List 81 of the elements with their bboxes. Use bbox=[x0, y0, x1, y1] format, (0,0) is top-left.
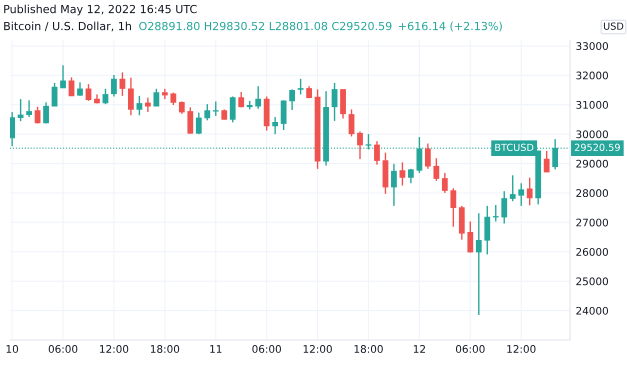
candlestick bbox=[289, 88, 296, 111]
x-tick-label: 06:00 bbox=[456, 345, 485, 353]
candlestick bbox=[433, 158, 440, 182]
text: USD bbox=[604, 22, 624, 30]
candlestick bbox=[391, 163, 397, 207]
y-tick-label: 33000 bbox=[576, 42, 608, 50]
y-tick-label: 25000 bbox=[576, 277, 608, 286]
candlestick bbox=[204, 103, 210, 121]
candlestick bbox=[162, 88, 168, 100]
x-tick-label: 10 bbox=[6, 345, 18, 353]
candlestick bbox=[424, 142, 431, 170]
candlestick bbox=[52, 82, 58, 107]
candlestick bbox=[196, 112, 202, 135]
candlestick bbox=[120, 72, 126, 97]
y-tick-label: 29000 bbox=[576, 160, 608, 168]
candlestick bbox=[77, 82, 83, 97]
candlestick bbox=[60, 64, 66, 89]
text: O28891.80 H29830.52 L28801.08 C29520.59 bbox=[139, 22, 392, 30]
candlestick bbox=[442, 172, 448, 194]
candlestick bbox=[400, 162, 406, 186]
text: 29520.59 bbox=[574, 144, 620, 152]
y-tick-label: 26000 bbox=[576, 248, 608, 256]
x-tick-label: 12 bbox=[414, 345, 425, 353]
candlestick bbox=[348, 108, 354, 138]
candlestick bbox=[298, 78, 304, 96]
candlestick bbox=[178, 100, 185, 115]
candlestick bbox=[450, 188, 456, 228]
candlestick bbox=[144, 96, 151, 113]
y-tick-label: 28000 bbox=[576, 189, 608, 198]
candlestick bbox=[136, 95, 142, 116]
candlestick bbox=[128, 76, 134, 116]
candlestick bbox=[357, 130, 363, 160]
candlestick bbox=[306, 85, 312, 99]
candlestick bbox=[332, 82, 338, 122]
candlestick bbox=[238, 91, 244, 108]
y-tick-label: 31000 bbox=[576, 100, 608, 109]
candlestick bbox=[526, 176, 533, 206]
candlestick bbox=[272, 116, 278, 135]
y-tick-label: 27000 bbox=[576, 218, 608, 226]
candlestick bbox=[544, 150, 550, 173]
candlestick bbox=[212, 100, 219, 117]
candlestick bbox=[408, 168, 414, 184]
candlestick bbox=[43, 102, 49, 124]
candlestick bbox=[153, 88, 160, 107]
candlestick bbox=[86, 83, 92, 102]
candlestick bbox=[26, 100, 32, 118]
y-tick-label: 32000 bbox=[576, 72, 608, 80]
chart-title: Published May 12, 2022 16:45 UTC bbox=[4, 4, 197, 16]
candlestick bbox=[280, 100, 287, 131]
candlestick bbox=[18, 98, 24, 122]
candlestick bbox=[518, 182, 524, 207]
candlestick bbox=[467, 220, 474, 254]
x-tick-label: 06:00 bbox=[252, 345, 281, 353]
candlestick bbox=[170, 92, 176, 106]
x-tick-label: 12:00 bbox=[304, 345, 332, 353]
text: +616.14 (+2.13%) bbox=[398, 22, 502, 32]
chart-subtitle: Bitcoin / U.S. Dollar, 1h bbox=[4, 22, 131, 32]
y-tick-label: 24000 bbox=[576, 306, 608, 315]
y-tick-label: 30000 bbox=[576, 130, 608, 138]
x-tick-label: 18:00 bbox=[354, 345, 383, 353]
candlestick bbox=[255, 85, 262, 110]
candlestick bbox=[68, 76, 74, 97]
x-tick-label: 12:00 bbox=[100, 345, 128, 353]
candlestick bbox=[187, 106, 194, 135]
x-tick-label: 12:00 bbox=[507, 345, 536, 353]
candlestick bbox=[102, 88, 108, 105]
ref-line-label: BTCUSD bbox=[495, 144, 534, 152]
candlestick bbox=[501, 190, 508, 224]
candlestick bbox=[374, 140, 380, 166]
candlestick bbox=[111, 74, 117, 98]
x-tick-label: 11 bbox=[210, 345, 222, 353]
candlestick bbox=[484, 205, 490, 256]
candlestick bbox=[221, 108, 228, 120]
candlestick bbox=[492, 204, 499, 222]
x-tick-label: 06:00 bbox=[48, 345, 78, 353]
candlestick bbox=[230, 96, 236, 124]
candlestick bbox=[476, 212, 482, 316]
x-tick-label: 18:00 bbox=[150, 345, 180, 353]
candlestick bbox=[34, 106, 40, 124]
candlestick bbox=[10, 111, 16, 147]
candlestick bbox=[510, 174, 516, 202]
